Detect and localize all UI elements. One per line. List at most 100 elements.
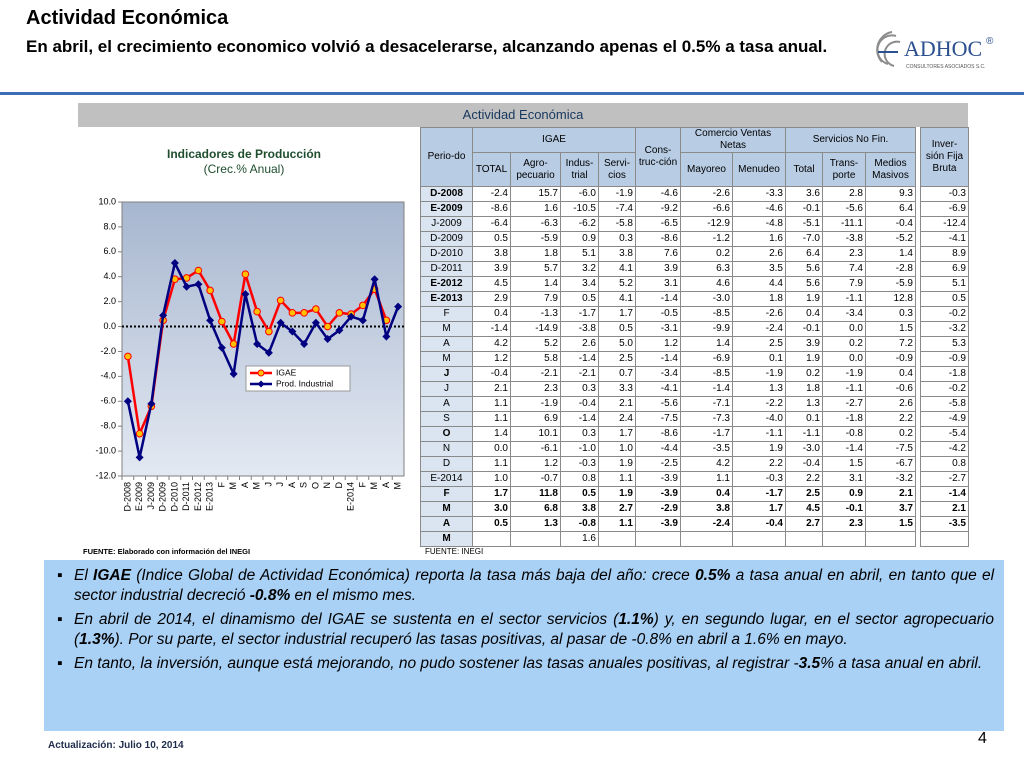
period-cell: D-2008 xyxy=(420,186,473,202)
x-tick-label: N xyxy=(322,482,332,489)
value-cell: 5.7 xyxy=(510,261,561,277)
marker xyxy=(394,302,403,311)
logo-text: ADHOC xyxy=(904,36,982,61)
value-cell: 0.2 xyxy=(865,426,916,442)
period-cell: E-2013 xyxy=(420,291,473,307)
value-cell: 1.7 xyxy=(598,306,636,322)
value-cell: 1.9 xyxy=(598,486,636,502)
value-cell: -4.1 xyxy=(920,231,969,247)
table-row: J-2009 -6.4 -6.3 -6.2 -5.8 -6.5 -12.9 -4.8 -5.1-… xyxy=(420,216,969,232)
value-cell: 5.6 xyxy=(785,276,823,292)
marker xyxy=(124,352,132,361)
value-cell: -0.8 xyxy=(560,516,599,532)
marker xyxy=(229,369,238,378)
marker xyxy=(217,343,226,352)
table-gap xyxy=(915,127,921,187)
x-tick-label: J xyxy=(263,482,273,487)
value-cell: 0.5 xyxy=(560,291,599,307)
value-cell: 3.9 xyxy=(635,261,681,277)
value-cell: -3.5 xyxy=(680,441,733,457)
legend-box xyxy=(245,365,351,392)
value-cell: 1.6 xyxy=(732,231,786,247)
value-cell: -1.4 xyxy=(635,351,681,367)
marker xyxy=(370,275,379,284)
value-cell: 1.7 xyxy=(732,501,786,517)
x-tick-label: S xyxy=(299,482,309,488)
y-tick-label: 0.0 xyxy=(103,321,116,331)
period-cell: D-2010 xyxy=(420,246,473,262)
slide-title: Actividad Económica xyxy=(26,7,229,29)
period-cell: N xyxy=(420,441,473,457)
x-tick-label: A xyxy=(240,482,250,488)
value-cell: 0.1 xyxy=(785,411,823,427)
y-tick-label: -8.0 xyxy=(100,421,116,431)
table-row: E-2014 1.0 -0.7 0.8 1.1 -3.9 1.1 -0.3 2.2 3.1 -3.2… xyxy=(420,471,969,487)
value-cell: -7.3 xyxy=(680,411,733,427)
value-cell: 11.8 xyxy=(510,486,561,502)
marker xyxy=(253,307,261,316)
value-cell: 3.7 xyxy=(865,501,916,517)
x-tick-label: M xyxy=(252,482,262,490)
value-cell xyxy=(865,531,916,547)
table-header: IGAE xyxy=(472,127,636,153)
table-gap xyxy=(915,321,921,337)
value-cell: 1.4 xyxy=(865,246,916,262)
value-cell: -6.7 xyxy=(865,456,916,472)
table-subheader: Total xyxy=(785,152,823,187)
value-cell: 1.8 xyxy=(732,291,786,307)
value-cell: 2.3 xyxy=(822,516,866,532)
value-cell: -1.9 xyxy=(822,366,866,382)
value-cell: -3.9 xyxy=(635,471,681,487)
value-cell: -5.8 xyxy=(598,216,636,232)
value-cell: -6.4 xyxy=(472,216,511,232)
table-gap xyxy=(915,381,921,397)
table-header: Perio-do xyxy=(420,127,473,187)
text: 1.1% xyxy=(618,611,654,628)
marker xyxy=(288,327,297,336)
value-cell xyxy=(510,531,561,547)
marker xyxy=(218,317,226,326)
table-gap xyxy=(915,456,921,472)
value-cell: -0.3 xyxy=(560,456,599,472)
value-cell: -0.2 xyxy=(920,306,969,322)
table-gap xyxy=(915,516,921,532)
value-cell: 1.4 xyxy=(510,276,561,292)
value-cell: 4.2 xyxy=(472,336,511,352)
value-cell xyxy=(472,531,511,547)
x-tick-label: J-2009 xyxy=(146,482,156,510)
value-cell: -3.4 xyxy=(635,366,681,382)
slide-subtitle: En abril, el crecimiento economico volvi… xyxy=(26,37,828,56)
text: -0.8% xyxy=(249,586,291,604)
value-cell: 1.7 xyxy=(598,426,636,442)
marker xyxy=(229,340,238,348)
value-cell: 2.6 xyxy=(865,396,916,412)
table-header: Comercio Ventas Netas xyxy=(680,127,786,153)
table-row: A 4.2 5.2 2.6 5.0 1.2 1.4 2.5 3.9 0.2 7.2 5.3 xyxy=(420,336,969,352)
table-subheader: Agro-pecuario xyxy=(510,152,561,187)
header-rule xyxy=(0,92,1024,95)
table-row: S 1.1 6.9 -1.4 2.4 -7.5 -7.3 -4.0 0.1 -1.8 2.2 -4.9 xyxy=(420,411,969,427)
value-cell: 2.3 xyxy=(510,381,561,397)
value-cell: 6.4 xyxy=(785,246,823,262)
value-cell: -3.1 xyxy=(635,321,681,337)
marker xyxy=(182,282,191,291)
marker xyxy=(312,305,320,313)
legend-label: IGAE xyxy=(276,367,297,377)
x-tick-label: D-2010 xyxy=(169,482,179,512)
value-cell: 1.8 xyxy=(785,381,823,397)
bullet: En abril de 2014, el dinamismo del IGAE … xyxy=(57,610,994,649)
x-tick-label: M xyxy=(393,482,403,490)
period-cell: M xyxy=(420,321,473,337)
table-row: M -1.4 -14.9 -3.8 0.5 -3.1 -9.9 -2.4 -0.1 0.0 1.5-… xyxy=(420,321,969,337)
table-gap xyxy=(915,426,921,442)
table-gap xyxy=(915,201,921,217)
value-cell: -2.6 xyxy=(732,306,786,322)
page-number: 4 xyxy=(978,730,987,747)
value-cell: 1.3 xyxy=(510,516,561,532)
value-cell: -1.4 xyxy=(680,381,733,397)
value-cell: -1.4 xyxy=(472,321,511,337)
value-cell: -5.6 xyxy=(635,396,681,412)
period-cell: A xyxy=(420,396,473,412)
value-cell xyxy=(680,531,733,547)
value-cell: -1.9 xyxy=(732,366,786,382)
